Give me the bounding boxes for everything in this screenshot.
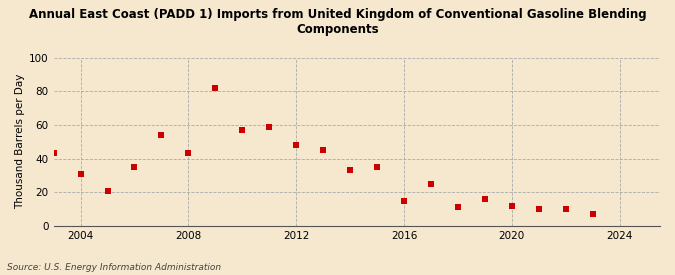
Point [102,188,113,193]
Y-axis label: Thousand Barrels per Day: Thousand Barrels per Day [15,74,25,209]
Point [560,207,571,211]
Point [183,151,194,156]
Text: Annual East Coast (PADD 1) Imports from United Kingdom of Conventional Gasoline : Annual East Coast (PADD 1) Imports from … [28,8,646,36]
Point [372,165,383,169]
Point [48,151,59,156]
Point [398,199,409,203]
Point [506,204,517,208]
Point [425,182,436,186]
Point [533,207,544,211]
Point [129,165,140,169]
Text: Source: U.S. Energy Information Administration: Source: U.S. Energy Information Administ… [7,263,221,272]
Point [587,212,598,216]
Point [237,128,248,132]
Point [75,172,86,176]
Point [264,124,275,129]
Point [452,205,463,210]
Point [210,86,221,90]
Point [291,143,302,147]
Point [318,148,329,152]
Point [479,197,490,201]
Point [156,133,167,137]
Point [345,168,356,172]
